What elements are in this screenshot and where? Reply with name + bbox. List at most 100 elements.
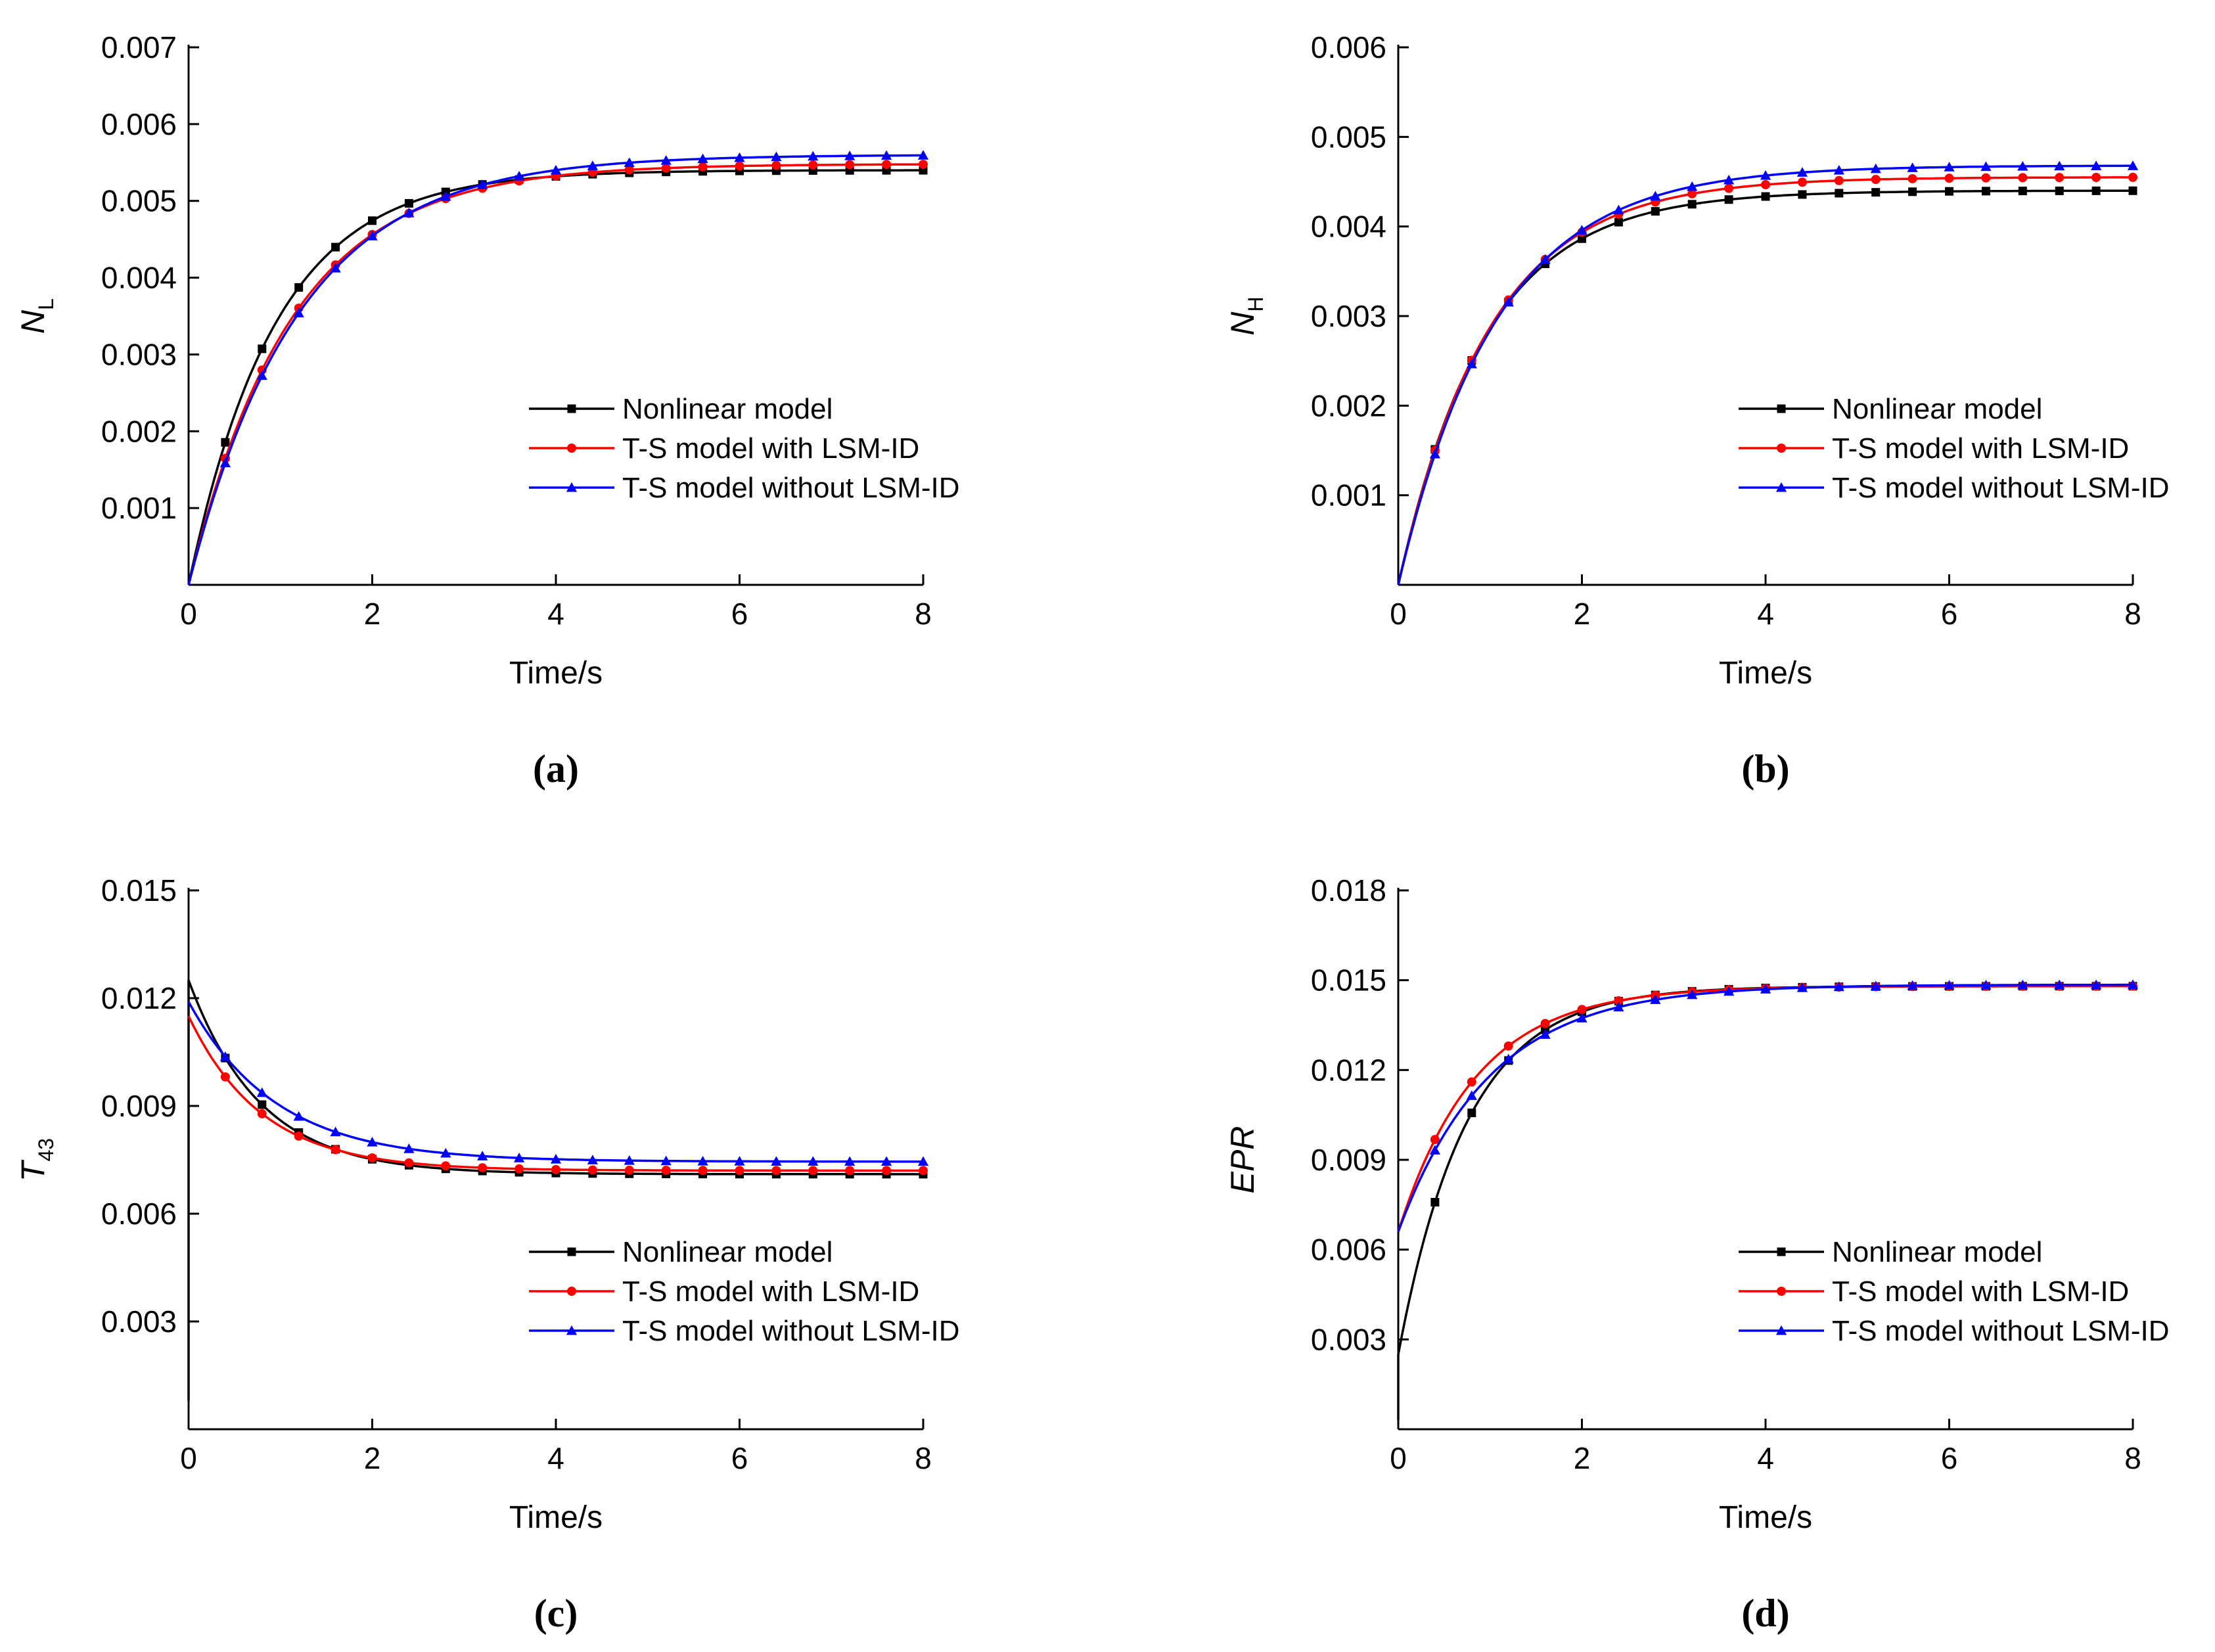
x-tick-label: 2 bbox=[1574, 1441, 1591, 1475]
y-tick-label: 0.012 bbox=[101, 981, 177, 1015]
series-marker bbox=[1540, 254, 1551, 264]
series-2 bbox=[1397, 979, 2139, 1232]
series-marker bbox=[1761, 180, 1770, 190]
series-marker bbox=[1614, 996, 1624, 1005]
y-tick-label: 0.002 bbox=[101, 414, 177, 448]
series-marker bbox=[587, 1155, 599, 1164]
series-0 bbox=[1397, 186, 2137, 585]
series-marker bbox=[1981, 173, 1991, 183]
series-marker bbox=[587, 160, 599, 170]
series-marker bbox=[514, 1164, 524, 1174]
series-marker bbox=[698, 1166, 708, 1176]
series-marker bbox=[513, 171, 525, 181]
series-1 bbox=[1397, 981, 2137, 1232]
series-marker bbox=[551, 1164, 560, 1174]
series-marker bbox=[1798, 190, 1807, 199]
series-marker bbox=[844, 150, 856, 160]
y-tick-label: 0.003 bbox=[1311, 1322, 1386, 1356]
y-tick-label: 0.005 bbox=[101, 184, 177, 218]
series-marker bbox=[771, 151, 782, 162]
y-tick-label: 0.003 bbox=[101, 337, 177, 371]
series-line bbox=[1397, 176, 2133, 585]
series-line bbox=[187, 154, 924, 585]
y-tick-label: 0.001 bbox=[101, 491, 177, 525]
series-marker bbox=[330, 262, 341, 273]
legend-marker bbox=[1777, 444, 1786, 453]
series-marker bbox=[808, 150, 819, 161]
series-marker bbox=[1835, 189, 1844, 198]
series-marker bbox=[661, 1166, 671, 1176]
series-marker bbox=[1613, 1001, 1624, 1012]
series-marker bbox=[882, 1166, 892, 1176]
series-marker bbox=[1614, 218, 1623, 227]
series-marker bbox=[1796, 167, 1808, 177]
series-marker bbox=[256, 370, 267, 380]
legend-label: T-S model with LSM-ID bbox=[622, 1275, 919, 1308]
legend-marker bbox=[566, 482, 578, 492]
series-marker bbox=[1650, 191, 1661, 201]
series-marker bbox=[1577, 1005, 1587, 1015]
series-marker bbox=[624, 165, 634, 175]
series-marker bbox=[1797, 177, 1807, 187]
panel-label: (b) bbox=[1741, 747, 1789, 791]
series-marker bbox=[477, 179, 488, 189]
series-marker bbox=[1907, 173, 1917, 183]
series-marker bbox=[1578, 234, 1586, 243]
series-marker bbox=[698, 162, 708, 172]
series-marker bbox=[1871, 188, 1881, 197]
series-marker bbox=[624, 157, 635, 168]
series-2 bbox=[187, 150, 929, 585]
series-marker bbox=[2127, 979, 2139, 990]
y-axis-title-main: N bbox=[1224, 311, 1261, 336]
series-1 bbox=[187, 1015, 928, 1176]
series-marker bbox=[1907, 980, 1918, 990]
series-marker bbox=[660, 155, 672, 165]
series-marker bbox=[624, 1155, 635, 1165]
legend-marker bbox=[567, 444, 576, 453]
y-tick-label: 0.006 bbox=[101, 1197, 177, 1231]
x-tick-label: 2 bbox=[1574, 597, 1591, 631]
series-marker bbox=[1576, 225, 1587, 235]
x-tick-label: 6 bbox=[731, 597, 748, 631]
series-marker bbox=[1724, 183, 1734, 193]
x-tick-label: 6 bbox=[1941, 1441, 1958, 1475]
legend-label: T-S model with LSM-ID bbox=[1832, 432, 2129, 465]
series-marker bbox=[808, 1166, 818, 1176]
series-marker bbox=[293, 308, 304, 317]
series-marker bbox=[1613, 204, 1624, 215]
series-marker bbox=[917, 150, 929, 160]
series-marker bbox=[258, 344, 267, 354]
y-axis-title: T43 bbox=[14, 1138, 58, 1182]
series-line bbox=[1397, 985, 2133, 1232]
series-marker bbox=[917, 1156, 929, 1166]
series-marker bbox=[1907, 162, 1918, 172]
series-marker bbox=[1503, 296, 1514, 307]
x-tick-label: 4 bbox=[547, 1441, 564, 1475]
series-marker bbox=[293, 1111, 304, 1121]
series-line bbox=[1397, 985, 2133, 1421]
series-line bbox=[1397, 164, 2133, 585]
series-marker bbox=[735, 1166, 744, 1176]
series-marker bbox=[550, 164, 562, 175]
y-axis-title: EPR bbox=[1224, 1126, 1261, 1194]
series-marker bbox=[845, 160, 855, 170]
series-marker bbox=[2017, 160, 2028, 171]
series-marker bbox=[368, 216, 377, 225]
series-1 bbox=[1397, 172, 2137, 585]
x-tick-label: 4 bbox=[1757, 597, 1774, 631]
series-0 bbox=[187, 166, 928, 585]
x-tick-label: 2 bbox=[364, 597, 381, 631]
series-marker bbox=[440, 191, 451, 201]
series-marker bbox=[1944, 980, 1955, 990]
x-tick-label: 6 bbox=[1941, 597, 1958, 631]
series-marker bbox=[550, 1153, 562, 1164]
x-tick-label: 8 bbox=[2124, 597, 2141, 631]
series-2 bbox=[187, 1001, 929, 1166]
y-tick-label: 0.007 bbox=[101, 30, 177, 64]
series-marker bbox=[1723, 986, 1735, 996]
x-tick-label: 2 bbox=[364, 1441, 381, 1475]
series-2 bbox=[1397, 160, 2139, 585]
series-marker bbox=[2091, 186, 2101, 195]
series-marker bbox=[1466, 358, 1477, 369]
series-marker bbox=[844, 1156, 856, 1166]
